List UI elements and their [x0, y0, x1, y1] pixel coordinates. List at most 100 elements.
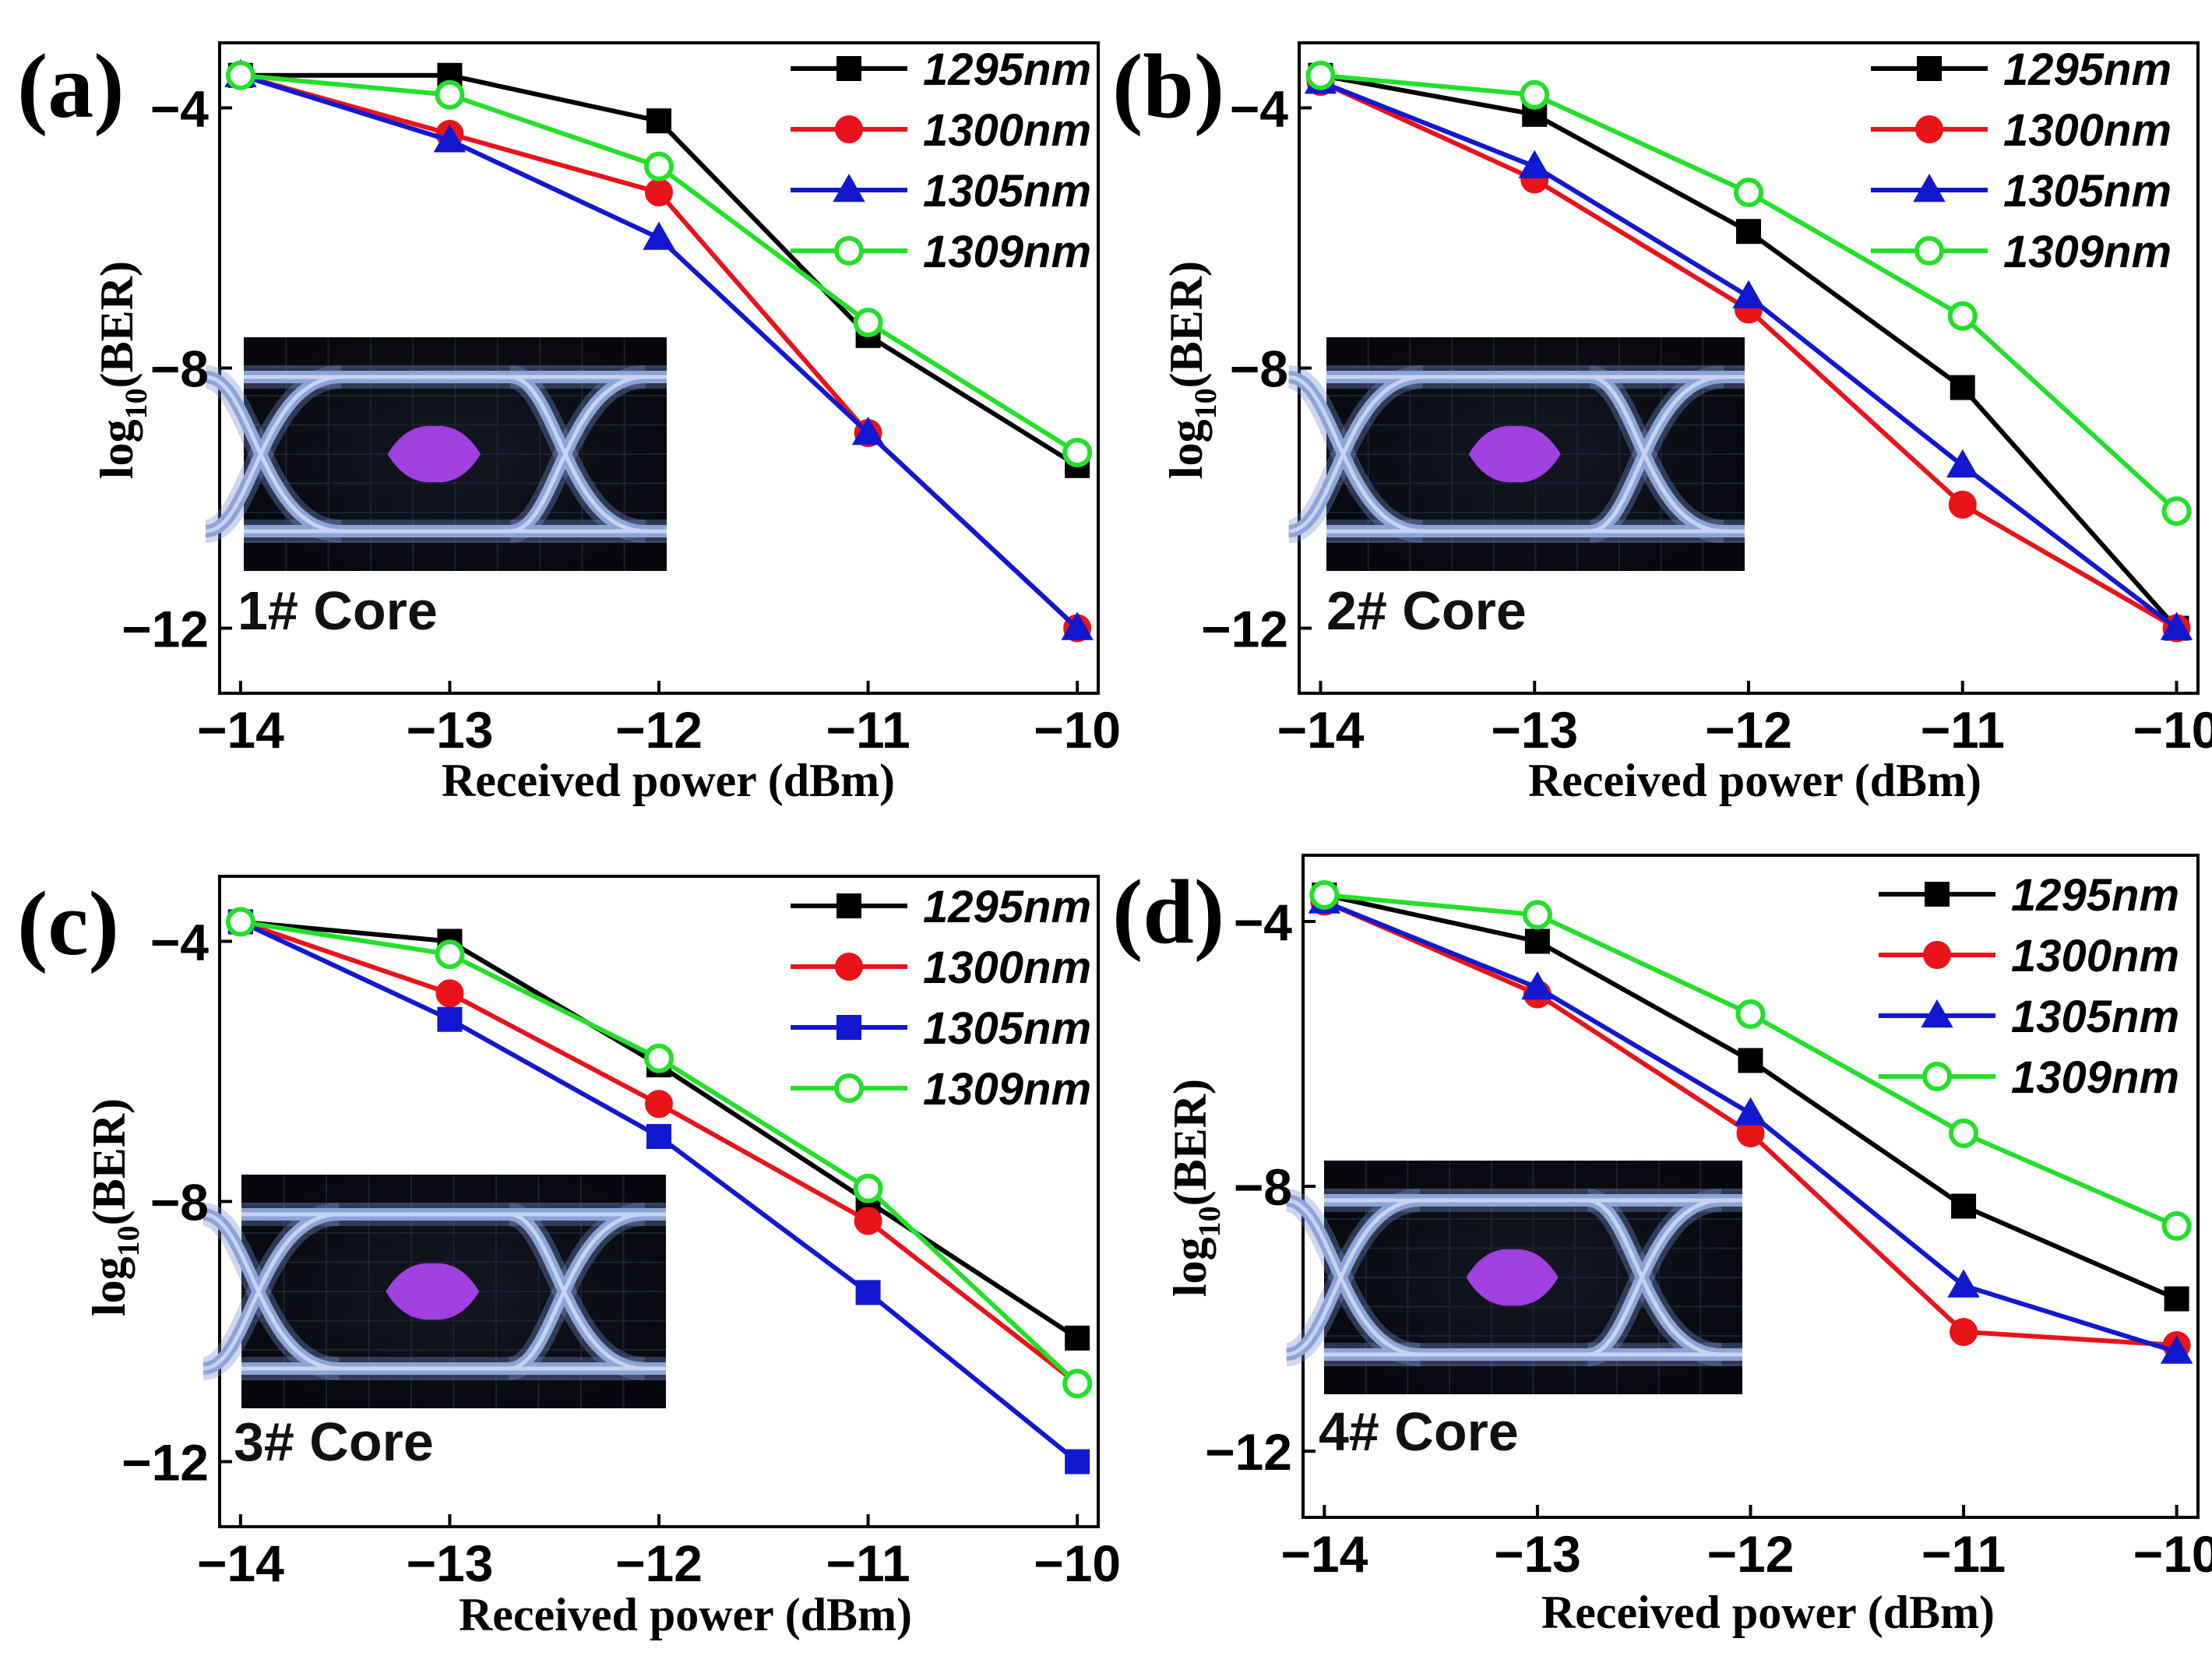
- x-tick-label: −10: [2133, 701, 2212, 759]
- eye-opening-mask: [387, 425, 481, 483]
- panel-letter: (c): [17, 872, 119, 974]
- eye-diagram-inset: [201, 1175, 666, 1408]
- eye-trace: [1587, 1198, 1722, 1357]
- eye-trace: [509, 375, 646, 534]
- x-axis-title: Received power (dBm): [459, 1589, 912, 1640]
- legend: 1295nm 1300nm 1305nm 1309nm: [791, 882, 1091, 1115]
- data-point: [1947, 301, 1978, 331]
- x-axis-title: Received power (dBm): [1541, 1587, 1995, 1638]
- legend-label: 1300nm: [2011, 931, 2179, 981]
- y-axis-title-tail: (BER): [91, 261, 143, 388]
- x-axis-title: Received power (dBm): [442, 755, 895, 806]
- data-point: [1950, 375, 1975, 400]
- data-point: [851, 416, 885, 446]
- legend-marker: [837, 1015, 861, 1040]
- data-point: [1065, 1449, 1090, 1475]
- data-point: [2164, 1286, 2189, 1312]
- x-axis-title: Received power (dBm): [1528, 755, 1981, 806]
- legend-label: 1309nm: [923, 227, 1091, 277]
- legend-label: 1309nm: [2003, 227, 2171, 277]
- y-axis-title-main: log: [1161, 419, 1212, 479]
- series-1309nm: [1305, 60, 2192, 527]
- y-axis-title: log10(BER): [1161, 261, 1223, 479]
- panel-letter: (b): [1112, 35, 1224, 137]
- y-axis-title-main: log: [1164, 1237, 1216, 1297]
- data-point: [853, 1173, 883, 1203]
- legend-marker: [835, 953, 863, 981]
- data-point: [435, 939, 465, 970]
- chart-panel-4: −14 −13 −12 −11 −10 −4 −8 −12 1295nm 1300nm 1305nm…: [1112, 854, 2212, 1638]
- legend-marker: [834, 236, 864, 266]
- data-point: [1065, 1325, 1090, 1351]
- legend-label: 1305nm: [923, 1003, 1091, 1054]
- x-tick-label: −11: [1921, 1525, 2006, 1583]
- legend-marker: [1925, 882, 1950, 907]
- legend-marker: [1915, 115, 1943, 143]
- y-tick-label: −4: [1234, 893, 1293, 951]
- legend-label: 1300nm: [923, 942, 1091, 993]
- data-point: [1309, 880, 1340, 910]
- legend-marker: [1921, 999, 1953, 1028]
- y-axis-title-sub: 10: [1188, 388, 1223, 419]
- x-tick-label: −13: [1494, 1525, 1581, 1583]
- x-tick-label: −11: [826, 1534, 910, 1592]
- data-point: [2161, 1211, 2192, 1241]
- x-tick-label: −11: [826, 701, 910, 759]
- data-point: [435, 79, 465, 110]
- legend-label: 1309nm: [2011, 1052, 2179, 1103]
- y-tick-label: −12: [122, 601, 209, 658]
- x-tick-label: −14: [197, 1534, 284, 1592]
- eye-trace: [205, 375, 341, 534]
- eye-diagram-inset: [1287, 337, 1745, 571]
- inset-core-label: 1# Core: [238, 580, 438, 641]
- x-tick-label: −10: [1034, 701, 1121, 759]
- legend-label: 1295nm: [2011, 870, 2179, 921]
- data-point: [1062, 1369, 1093, 1399]
- data-point: [1524, 928, 1550, 954]
- eye-trace: [1590, 375, 1724, 534]
- legend: 1295nm 1300nm 1305nm 1309nm: [1879, 870, 2179, 1103]
- x-tick-label: −12: [615, 1534, 703, 1592]
- legend: 1295nm 1300nm 1305nm 1309nm: [791, 44, 1091, 277]
- data-point: [643, 221, 675, 250]
- x-tick-label: −14: [1280, 1525, 1368, 1583]
- data-point: [1061, 611, 1094, 640]
- panel-letter: (d): [1112, 861, 1224, 963]
- x-tick-label: −13: [1491, 701, 1578, 759]
- data-point: [853, 308, 883, 338]
- legend-label: 1309nm: [923, 1064, 1091, 1115]
- data-point: [1946, 449, 1979, 477]
- legend-label: 1300nm: [923, 105, 1091, 156]
- x-tick-label: −13: [406, 1534, 493, 1592]
- data-point: [1948, 490, 1977, 519]
- y-tick-label: −8: [1230, 340, 1288, 398]
- legend-marker: [835, 115, 863, 143]
- legend-marker: [1922, 1062, 1952, 1091]
- legend-label: 1295nm: [2003, 44, 2171, 95]
- legend-marker: [834, 1073, 864, 1103]
- chart-panel-1: −14 −13 −12 −11 −10 −4 −8 −12 1295nm 1300nm 1305nm…: [17, 35, 1121, 806]
- y-axis-title-tail: (BER): [1164, 1079, 1216, 1206]
- data-point: [646, 108, 671, 134]
- legend-label: 1305nm: [2003, 166, 2171, 217]
- inset-core-label: 3# Core: [234, 1411, 434, 1472]
- data-point: [1950, 1318, 1978, 1346]
- y-axis-title-sub: 10: [118, 388, 153, 419]
- legend-marker: [1913, 173, 1946, 203]
- data-point: [1520, 79, 1550, 110]
- eye-diagram-inset: [203, 337, 667, 571]
- data-point: [1949, 1119, 1979, 1148]
- y-axis-title-tail: (BER): [1161, 261, 1212, 388]
- eye-trace: [509, 1212, 645, 1371]
- chart-panel-2: −14 −13 −12 −11 −10 −4 −8 −12 1295nm 1300nm 1305nm…: [1112, 35, 2212, 806]
- y-axis-title-sub: 10: [111, 1225, 146, 1256]
- data-point: [2160, 611, 2193, 640]
- data-point: [644, 1043, 674, 1073]
- inset-core-label: 2# Core: [1326, 580, 1527, 641]
- y-axis-title: log10(BER): [1164, 1079, 1227, 1297]
- y-tick-label: −8: [150, 1174, 209, 1231]
- y-axis-title-main: log: [83, 1256, 135, 1316]
- inset-core-label: 4# Core: [1319, 1401, 1519, 1462]
- data-point: [1735, 999, 1766, 1029]
